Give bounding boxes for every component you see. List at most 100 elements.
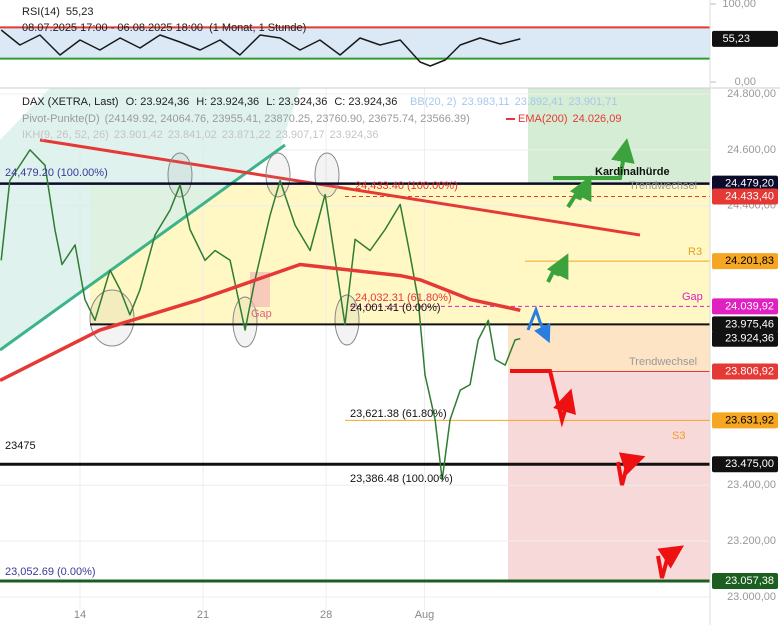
level-label: 24.201,83 [725,255,774,267]
rsi-period: 08.07.2025 17:00 - 06.08.2025 18:00 (1 Mo… [22,22,306,34]
marker-ellipse [265,152,291,198]
text-part: EMA(200) [518,113,568,125]
annotation: 23,386.48 (100.00%) [350,473,453,485]
level-label: 23.924,36 [725,333,774,345]
level-box [712,456,778,473]
x-tick-label: 14 [74,609,86,621]
text-part: 23.841,02 [168,129,217,141]
level-label: 24.479,20 [725,178,774,190]
channel-area [0,88,300,350]
arrow [510,369,577,428]
marker-ellipse [232,296,258,348]
x-tick-label: 21 [197,609,209,621]
indicator-legend: EMA(200) 24.026,09 [518,113,621,125]
level-label: 24.039,92 [725,300,774,312]
marker-ellipse [89,289,135,347]
series-line [0,149,521,481]
drawings [0,88,641,352]
arrow [566,175,592,209]
text-part: 23.871,22 [222,129,271,141]
marker-ellipse [334,294,360,346]
rsi-tick-label: 0,00 [735,76,756,88]
text-part: 24.026,09 [573,113,622,125]
annotation: S3 [672,430,685,442]
annotation: Kardinalhürde [595,166,670,178]
annotation: 23,621.38 (61.80%) [350,408,447,420]
text-part: IKH(9, 26, 52, 26) [22,129,109,141]
level-box [712,316,778,333]
indicator-legend: BB(20, 2) 23.983,11 23.892,41 23.901,71 [410,96,617,108]
text-part: 23.924,36 [330,129,379,141]
marker-ellipse [314,152,340,198]
text-part: 23.983,11 [461,96,509,108]
plot [0,29,710,583]
annotation: 23,052.69 (0.00%) [5,566,96,578]
indicator-legend: IKH(9, 26, 52, 26) 23.901,42 23.841,02 23.8… [22,129,379,141]
zone [528,88,710,184]
y-tick-label: 24.600,00 [727,144,776,156]
labels: 14 21 28 Aug24.800,0024.600,0024.400,0023.4… [5,0,778,621]
y-tick-label: 23.200,00 [727,535,776,547]
rsi-header: RSI(14) 55,23 [22,6,93,18]
annotation: Gap [682,291,703,303]
price-header: DAX (XETRA, Last) O: 23.924,36 H: 23.924,3… [22,96,397,108]
annotation: R3 [688,246,702,258]
arrow [526,305,551,344]
indicator-legend: Pivot-Punkte(D) (24149.92, 24064.76, 2395… [22,113,470,125]
text-part: 23.907,17 [276,129,325,141]
level-box [712,253,778,270]
level-label: 23.631,92 [725,414,774,426]
rsi-value-label: 55,23 [722,33,750,45]
trend-line [39,138,641,237]
y-tick-label: 23.400,00 [727,479,776,491]
text-part: 08.07.2025 17:00 - 06.08.2025 18:00 [22,22,203,34]
x-tick-label: Aug [415,609,435,621]
text-part: 23.901,71 [569,96,618,108]
annotation: 23475 [5,440,36,452]
level-label: 23.806,92 [725,365,774,377]
y-tick-label: 23.000,00 [727,591,776,603]
annotation: 24,032.31 (61.80%) [355,292,452,304]
level-label: 23.475,00 [725,458,774,470]
level-box [712,330,778,347]
text-part: BB(20, 2) [410,96,456,108]
text-part: (24149.92, 24064.76, 23955.41, 23870.25,… [105,113,470,125]
level-label: 23.057,38 [725,575,774,587]
marker-ellipse [167,152,193,198]
text-part: C: 23.924,36 [334,96,397,108]
text-part: 23.901,42 [114,129,163,141]
text-part: L: 23.924,36 [266,96,327,108]
annotation: 24,433.40 (100.00%) [355,180,458,192]
series-line [0,29,521,67]
level-box [712,363,778,380]
text-part: 23.892,41 [515,96,564,108]
level-box [712,412,778,429]
level-box [712,572,778,589]
text-part: O: 23.924,36 [126,96,190,108]
annotation: Trendwechsel [629,356,697,368]
y-tick-label: 24.800,00 [727,88,776,100]
annotation: 24,479.20 (100.00%) [5,167,108,179]
rsi-tick-label: 100,00 [722,0,756,10]
zone [508,371,710,581]
series-line [0,262,521,382]
text-part: Pivot-Punkte(D) [22,113,100,125]
arrow [546,253,569,283]
text-part: RSI(14) [22,6,60,18]
level-box [712,175,778,192]
arrow [656,545,684,579]
rsi-value-box [712,30,778,47]
arrows [510,138,684,579]
level-box [712,188,778,205]
text-part: DAX (XETRA, Last) [22,96,119,108]
text-part: 55,23 [66,6,94,18]
arrow [616,452,646,486]
annotation: Trendwechsel [629,180,697,192]
level-box [712,298,778,315]
text-part: H: 23.924,36 [196,96,259,108]
text-part: (1 Monat, 1 Stunde) [209,22,306,34]
annotation: Gap [251,308,272,320]
x-tick-label: 28 [320,609,332,621]
level-label: 24.433,40 [725,190,774,202]
